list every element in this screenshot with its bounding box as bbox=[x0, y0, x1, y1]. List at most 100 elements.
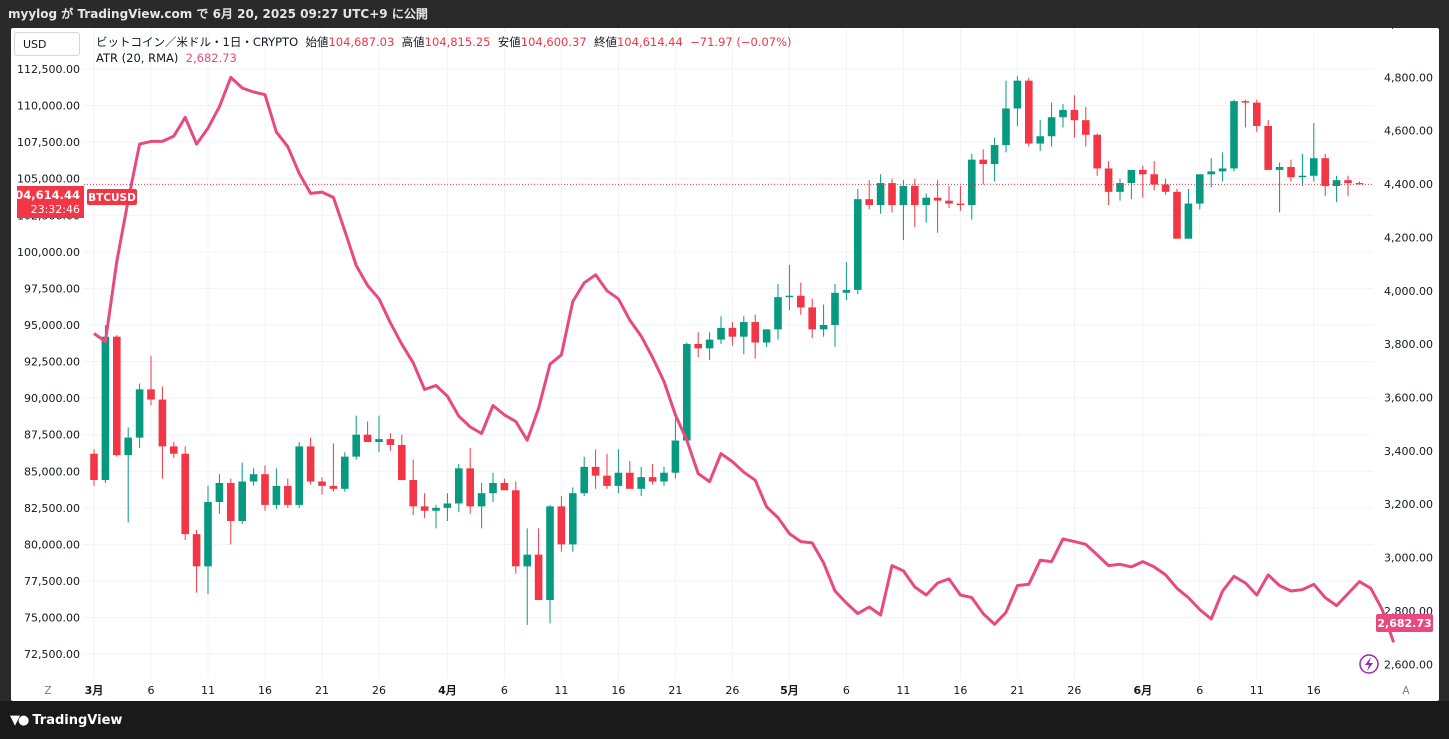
candle[interactable] bbox=[375, 415, 383, 453]
candle[interactable] bbox=[352, 415, 360, 460]
candle[interactable] bbox=[569, 487, 577, 552]
candle[interactable] bbox=[762, 329, 771, 347]
candle[interactable] bbox=[728, 322, 737, 346]
candle[interactable] bbox=[284, 478, 292, 508]
candle[interactable] bbox=[1332, 175, 1341, 203]
candle[interactable] bbox=[318, 477, 326, 495]
candle[interactable] bbox=[1161, 178, 1170, 195]
candle[interactable] bbox=[1196, 174, 1204, 210]
candle[interactable] bbox=[1241, 99, 1250, 128]
candle[interactable] bbox=[899, 180, 908, 241]
candle[interactable] bbox=[876, 174, 885, 214]
candle[interactable] bbox=[831, 284, 839, 347]
candle[interactable] bbox=[238, 462, 246, 524]
currency-selector[interactable]: USD bbox=[14, 32, 80, 56]
candle[interactable] bbox=[1287, 159, 1295, 182]
candle[interactable] bbox=[443, 493, 452, 522]
candle[interactable] bbox=[101, 324, 110, 483]
candle[interactable] bbox=[1218, 152, 1227, 182]
candle[interactable] bbox=[113, 335, 121, 457]
candle[interactable] bbox=[580, 456, 588, 497]
candle[interactable] bbox=[990, 137, 999, 182]
candle[interactable] bbox=[306, 437, 315, 485]
candle[interactable] bbox=[192, 529, 201, 593]
lightning-icon[interactable] bbox=[1359, 654, 1379, 674]
candle[interactable] bbox=[705, 332, 714, 361]
candle[interactable] bbox=[261, 465, 269, 511]
candle[interactable] bbox=[147, 355, 155, 406]
candle[interactable] bbox=[546, 504, 554, 624]
candle[interactable] bbox=[512, 481, 520, 574]
candle[interactable] bbox=[865, 180, 873, 210]
candle[interactable] bbox=[363, 421, 372, 443]
candle[interactable] bbox=[1013, 76, 1022, 127]
candle[interactable] bbox=[1264, 120, 1272, 170]
candle[interactable] bbox=[1047, 102, 1056, 147]
tradingview-logo[interactable]: ▼● TradingView bbox=[10, 713, 122, 728]
candle[interactable] bbox=[1275, 162, 1284, 213]
candle[interactable] bbox=[1127, 169, 1136, 200]
candle[interactable] bbox=[1093, 133, 1101, 176]
chart-canvas[interactable]: 72,500.00 75,000.00 77,500.00 80,000.00 82,5… bbox=[11, 28, 1439, 701]
candle[interactable] bbox=[124, 427, 132, 523]
candle[interactable] bbox=[489, 472, 497, 502]
candle[interactable] bbox=[409, 459, 417, 516]
candle[interactable] bbox=[1082, 106, 1090, 147]
candle[interactable] bbox=[329, 443, 338, 492]
candle[interactable] bbox=[637, 466, 645, 497]
symbol-name[interactable]: ビットコイン／米ドル・1日・CRYPTO bbox=[96, 35, 299, 49]
candle[interactable] bbox=[341, 452, 349, 492]
candle[interactable] bbox=[557, 496, 566, 552]
candle[interactable] bbox=[272, 468, 281, 510]
candle[interactable] bbox=[660, 466, 668, 486]
candle[interactable] bbox=[911, 178, 919, 227]
indicator-name[interactable]: ATR (20, RMA) bbox=[96, 51, 179, 65]
candle[interactable] bbox=[466, 447, 474, 514]
candle[interactable] bbox=[785, 264, 794, 311]
candle[interactable] bbox=[1150, 161, 1158, 191]
candle[interactable] bbox=[1310, 123, 1318, 182]
candle[interactable] bbox=[1116, 178, 1124, 201]
candle[interactable] bbox=[1173, 188, 1181, 239]
candle[interactable] bbox=[215, 474, 224, 514]
candle[interactable] bbox=[1253, 99, 1261, 132]
candle[interactable] bbox=[671, 418, 680, 479]
candle[interactable] bbox=[1230, 99, 1238, 172]
candle[interactable] bbox=[979, 149, 987, 185]
candle[interactable] bbox=[1207, 158, 1215, 188]
candle[interactable] bbox=[614, 449, 623, 494]
candle[interactable] bbox=[455, 463, 463, 513]
candle[interactable] bbox=[1139, 165, 1147, 198]
candle[interactable] bbox=[648, 463, 657, 485]
candle[interactable] bbox=[842, 262, 851, 301]
candle[interactable] bbox=[1184, 188, 1193, 239]
candle[interactable] bbox=[181, 446, 189, 541]
candle[interactable] bbox=[1025, 77, 1033, 147]
candle[interactable] bbox=[534, 528, 543, 601]
candle[interactable] bbox=[626, 461, 634, 489]
candle[interactable] bbox=[854, 188, 862, 295]
candle[interactable] bbox=[968, 153, 976, 220]
candle[interactable] bbox=[477, 482, 486, 529]
candle[interactable] bbox=[717, 316, 725, 344]
candle[interactable] bbox=[945, 185, 953, 208]
candle[interactable] bbox=[90, 449, 98, 486]
candle[interactable] bbox=[386, 433, 395, 451]
candle[interactable] bbox=[603, 453, 611, 489]
auto-scale-toggle[interactable]: A bbox=[1402, 685, 1410, 697]
candle[interactable] bbox=[888, 178, 896, 213]
candle[interactable] bbox=[740, 316, 748, 355]
candle[interactable] bbox=[694, 332, 702, 358]
candle[interactable] bbox=[591, 449, 600, 489]
candle[interactable] bbox=[523, 528, 531, 625]
candle[interactable] bbox=[956, 185, 965, 211]
candle[interactable] bbox=[158, 386, 167, 479]
candle[interactable] bbox=[227, 478, 235, 545]
candle[interactable] bbox=[398, 434, 406, 481]
candle[interactable] bbox=[808, 298, 816, 339]
candle[interactable] bbox=[797, 282, 805, 315]
candle[interactable] bbox=[774, 284, 782, 340]
timezone-toggle[interactable]: Z bbox=[44, 685, 51, 697]
candle[interactable] bbox=[135, 383, 144, 448]
candle[interactable] bbox=[922, 193, 930, 223]
